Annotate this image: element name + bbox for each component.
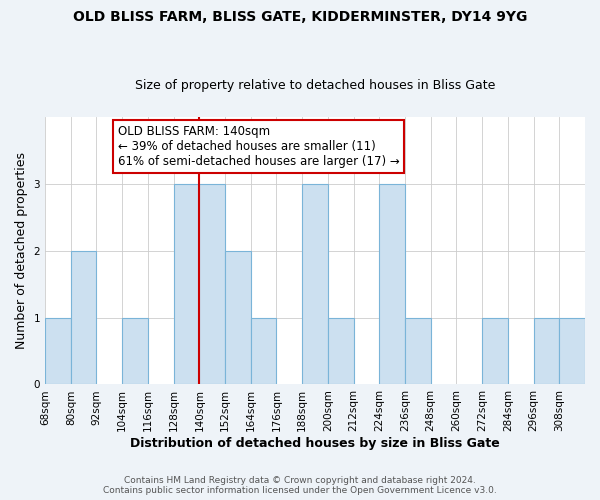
Bar — [225, 250, 251, 384]
X-axis label: Distribution of detached houses by size in Bliss Gate: Distribution of detached houses by size … — [130, 437, 500, 450]
Bar — [71, 250, 97, 384]
Bar — [482, 318, 508, 384]
Bar — [559, 318, 585, 384]
Bar — [379, 184, 405, 384]
Title: Size of property relative to detached houses in Bliss Gate: Size of property relative to detached ho… — [135, 79, 495, 92]
Bar — [199, 184, 225, 384]
Bar — [328, 318, 353, 384]
Bar — [251, 318, 277, 384]
Bar — [122, 318, 148, 384]
Bar — [45, 318, 71, 384]
Text: OLD BLISS FARM, BLISS GATE, KIDDERMINSTER, DY14 9YG: OLD BLISS FARM, BLISS GATE, KIDDERMINSTE… — [73, 10, 527, 24]
Bar — [405, 318, 431, 384]
Bar — [173, 184, 199, 384]
Text: Contains HM Land Registry data © Crown copyright and database right 2024.
Contai: Contains HM Land Registry data © Crown c… — [103, 476, 497, 495]
Bar — [533, 318, 559, 384]
Y-axis label: Number of detached properties: Number of detached properties — [15, 152, 28, 349]
Text: OLD BLISS FARM: 140sqm
← 39% of detached houses are smaller (11)
61% of semi-det: OLD BLISS FARM: 140sqm ← 39% of detached… — [118, 125, 400, 168]
Bar — [302, 184, 328, 384]
